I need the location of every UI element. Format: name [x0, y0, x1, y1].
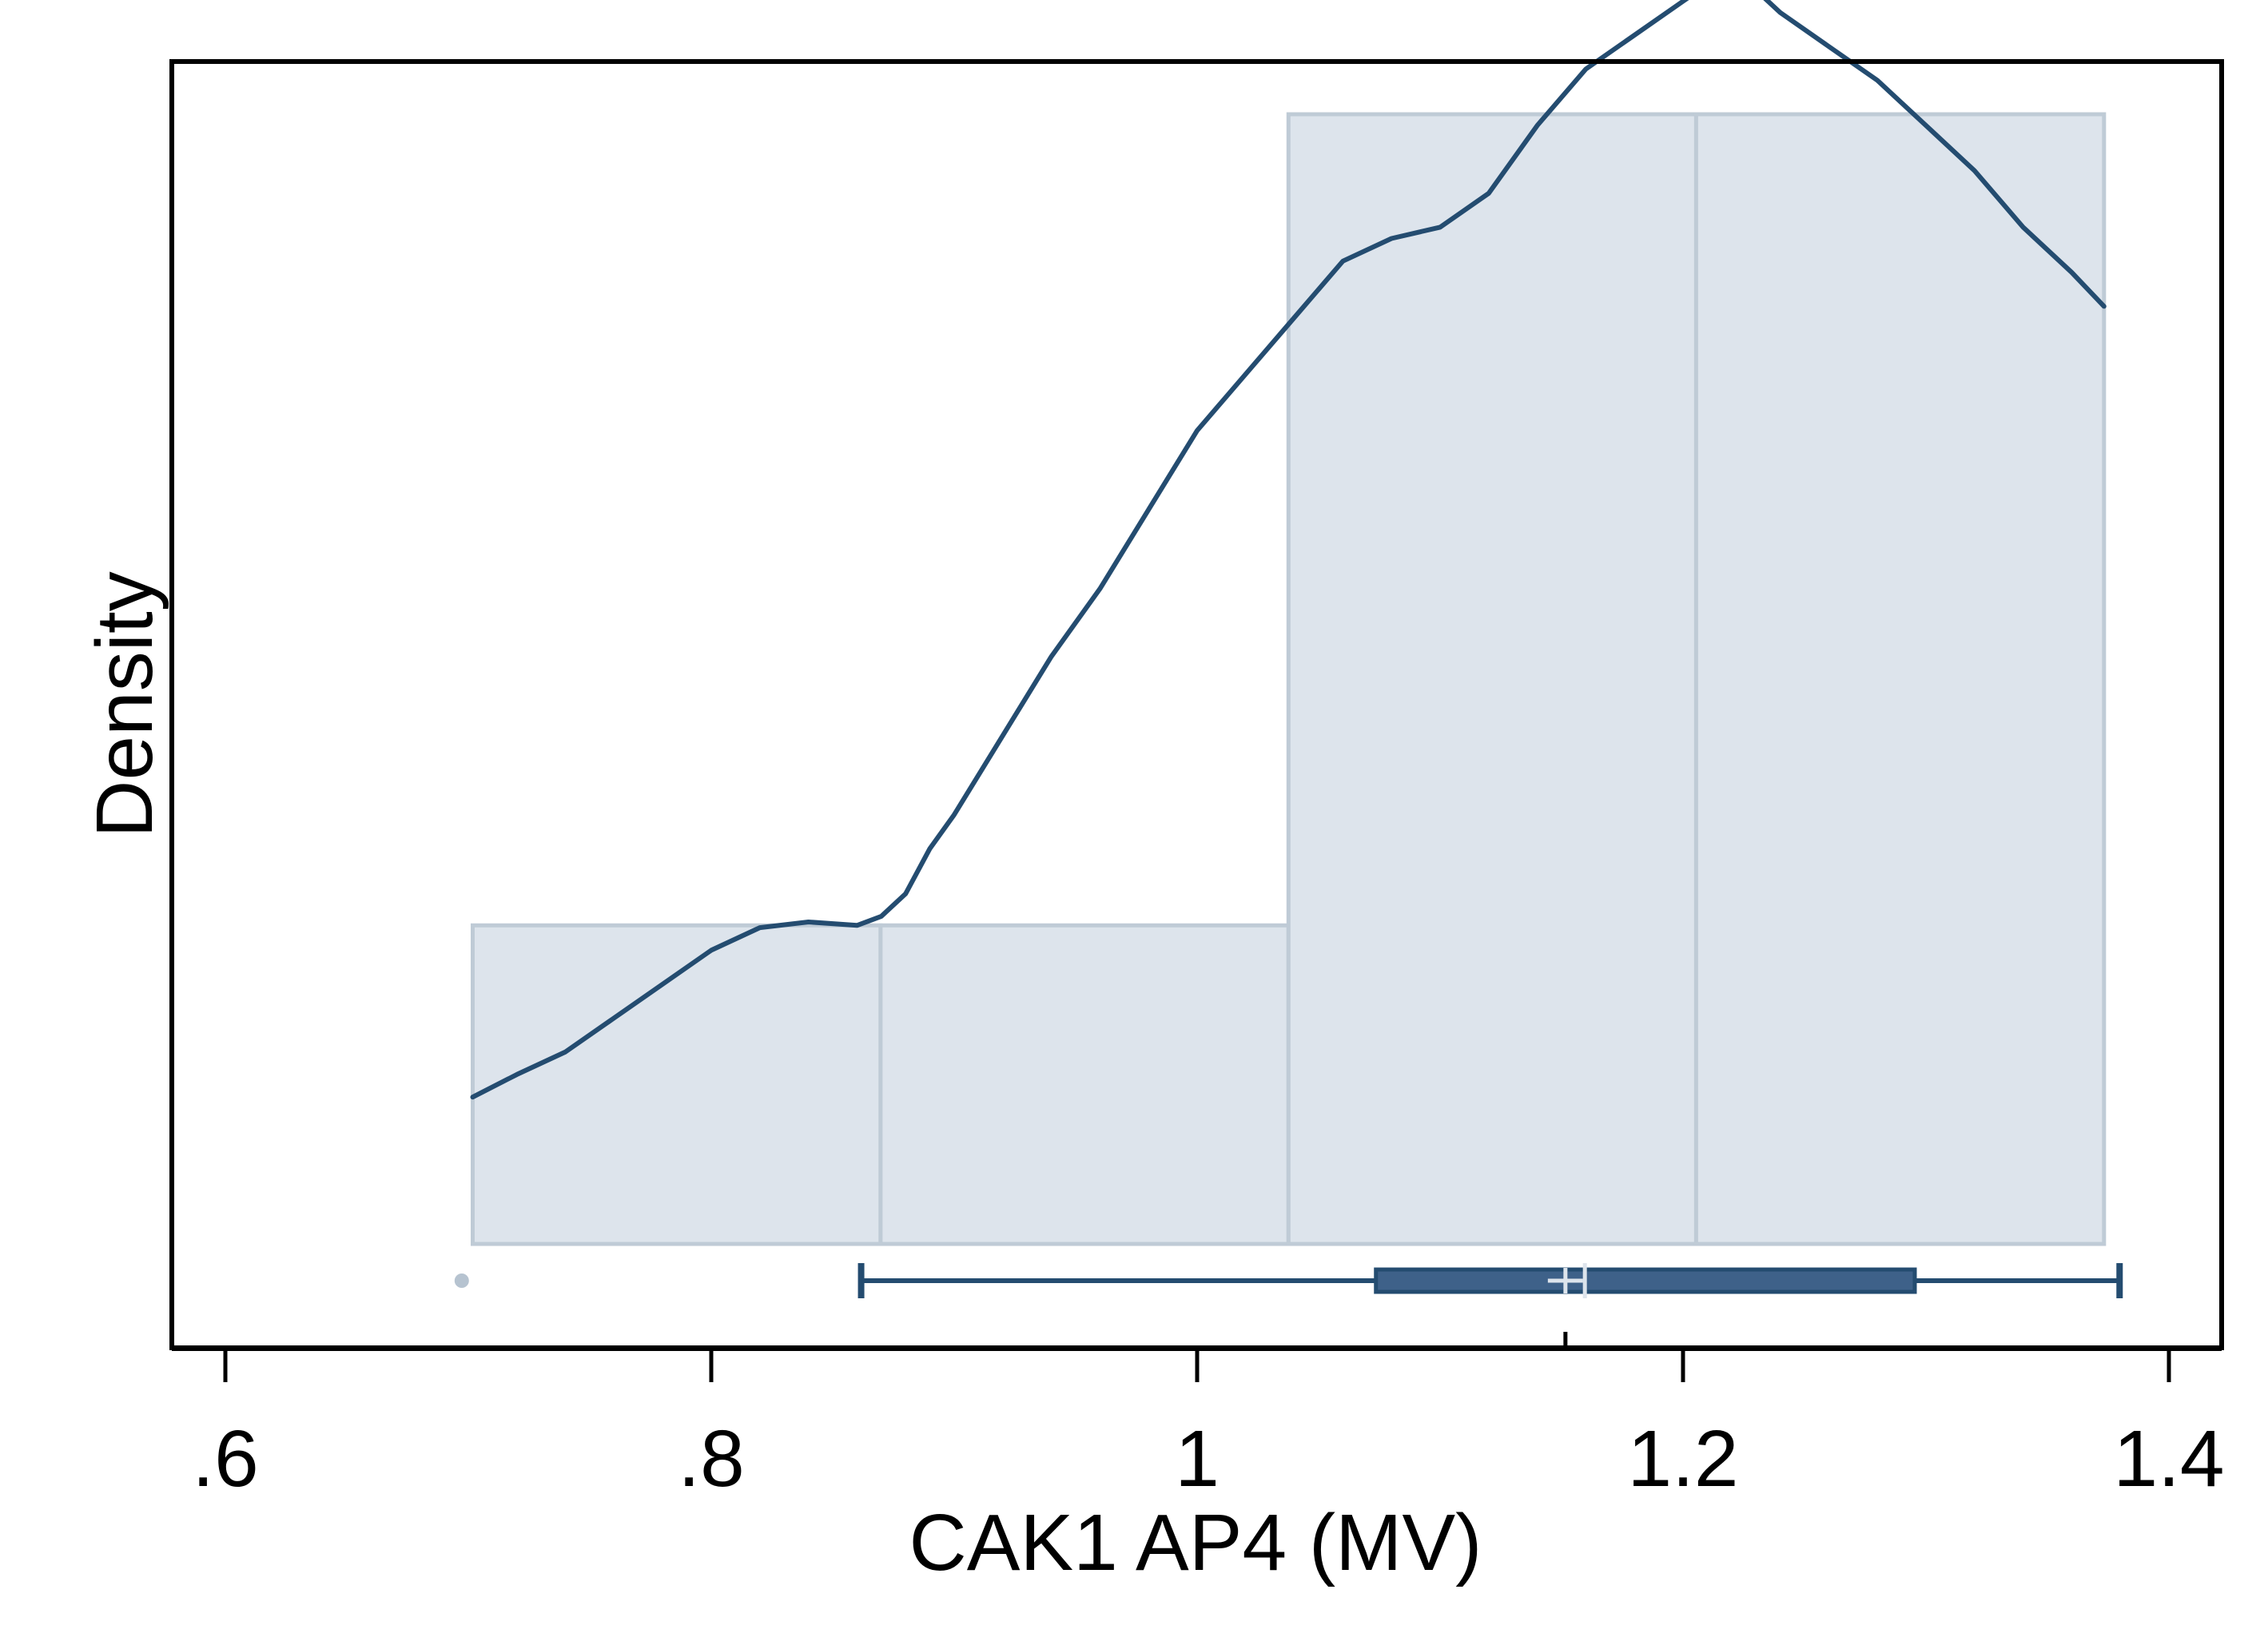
- histogram: [470, 112, 2107, 1246]
- density-curve-layer: [470, 0, 2107, 1100]
- x-axis-label: CAK1 AP4 (MV): [909, 1498, 1482, 1587]
- iqr-box: [1374, 1267, 1917, 1294]
- density-curve: [470, 0, 2107, 1100]
- y-axis-label: Density: [80, 571, 169, 837]
- boxplot: [454, 1263, 2123, 1298]
- histogram-bar-1: [470, 923, 883, 1246]
- x-tick-label-2: .8: [678, 1414, 744, 1504]
- histogram-bar-3: [1286, 112, 1698, 1246]
- x-tick-label-5: 1.4: [2113, 1414, 2224, 1504]
- x-tick-label-4: 1.2: [1627, 1414, 1738, 1504]
- histogram-bar-2: [878, 923, 1291, 1246]
- outlier-point-1: [454, 1274, 469, 1288]
- x-axis: .6 .8 1 1.2 1.4: [172, 1332, 2225, 1504]
- x-tick-label-1: .6: [192, 1414, 258, 1504]
- histogram-bar-4: [1693, 112, 2107, 1246]
- x-tick-label-3: 1: [1175, 1414, 1220, 1504]
